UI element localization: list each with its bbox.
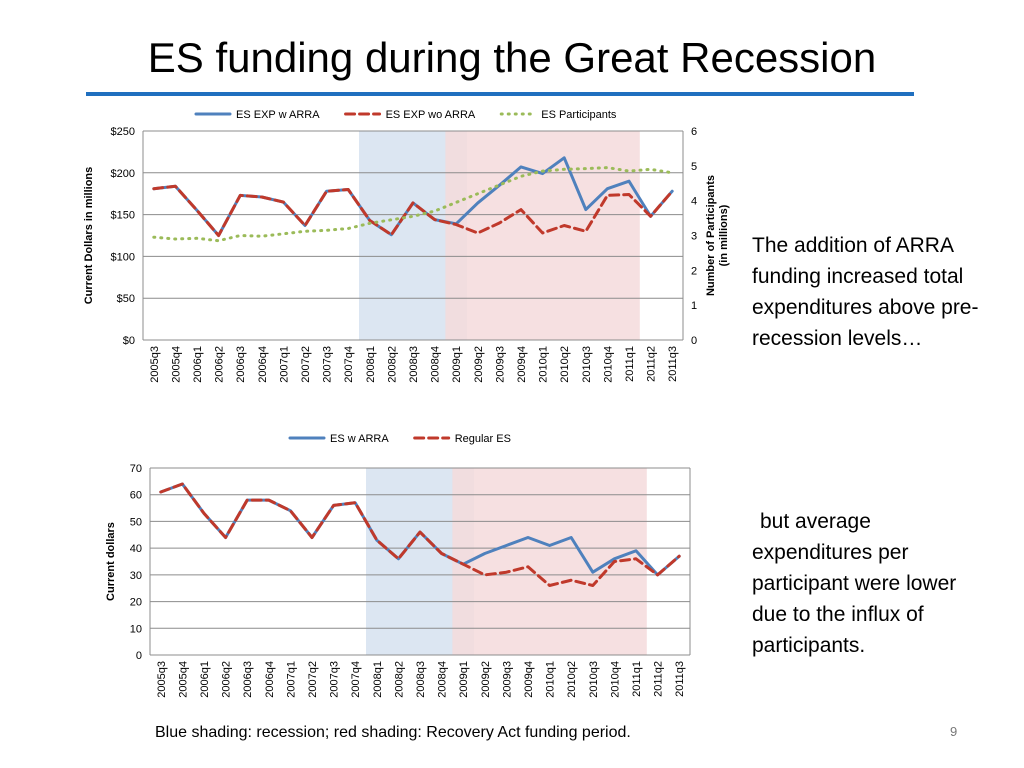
series-line-2: [152, 166, 674, 243]
x-tick-label: 2008q4: [430, 346, 442, 383]
x-tick-label: 2009q3: [501, 661, 513, 698]
x-tick-label: 2011q2: [653, 661, 665, 697]
series-line-1: [152, 184, 674, 237]
x-tick-label: 2005q3: [156, 661, 168, 698]
arra-shading: [445, 131, 640, 340]
x-tick-label: 2008q3: [408, 346, 420, 383]
y-tick-label: $250: [111, 126, 135, 138]
x-tick-label: 2006q2: [221, 661, 233, 698]
note-total-expenditures: The addition of ARRA funding increased t…: [752, 234, 979, 350]
x-tick-label: 2009q2: [473, 346, 485, 383]
x-tick-label: 2008q4: [437, 661, 449, 698]
x-tick-label: 2009q4: [516, 346, 528, 383]
y-tick-label: 50: [130, 516, 142, 528]
x-tick-label: 2007q3: [322, 346, 334, 383]
y-axis-title: Current Dollars in millions: [83, 167, 95, 305]
x-tick-label: 2009q4: [523, 661, 535, 698]
x-tick-label: 2007q2: [300, 346, 312, 383]
x-tick-label: 2010q2: [566, 661, 578, 698]
x-tick-label: 2006q1: [192, 346, 204, 383]
y-tick-label: $100: [111, 251, 135, 263]
title-rule: [86, 92, 914, 96]
x-tick-label: 2009q2: [480, 661, 492, 698]
per-participant-chart: 0 10 20 30 40 50 60 70 2005q3 2005q4 2006q1 2006q2 2…: [105, 433, 691, 698]
x-tick-label: 2008q2: [393, 661, 405, 698]
y-axis-title: Current dollars: [105, 522, 117, 601]
y2-tick-label: 2: [691, 265, 697, 277]
legend-label-1: ES EXP wo ARRA: [386, 109, 476, 121]
legend-label-1: Regular ES: [455, 433, 511, 445]
series-line-1: [159, 482, 681, 587]
x-tick-label: 2006q3: [242, 661, 254, 698]
x-tick-label: 2008q1: [365, 346, 377, 383]
slide-caption: Blue shading: recession; red shading: Re…: [155, 724, 631, 741]
y2-axis-title: Number of Participants(in millions): [705, 175, 730, 296]
y-tick-label: 40: [130, 543, 142, 555]
y-tick-label: 10: [130, 623, 142, 635]
x-tick-label: 2008q3: [415, 661, 427, 698]
legend-label-0: ES w ARRA: [330, 433, 389, 445]
x-tick-label: 2011q3: [667, 346, 679, 382]
x-tick-label: 2006q3: [235, 346, 247, 383]
x-tick-label: 2006q1: [199, 661, 211, 698]
x-tick-label: 2010q2: [559, 346, 571, 383]
y-tick-label: 0: [136, 650, 142, 662]
x-tick-label: 2007q1: [285, 661, 297, 698]
x-tick-label: 2009q3: [494, 346, 506, 383]
y2-axis-title-line: Number of Participants: [705, 175, 717, 296]
y2-tick-label: 5: [691, 161, 697, 173]
y2-tick-label: 1: [691, 300, 697, 312]
y2-axis-title-line: (in millions): [718, 204, 730, 266]
x-tick-label: 2009q1: [458, 661, 470, 698]
y-tick-label: 60: [130, 490, 142, 502]
x-tick-label: 2008q1: [372, 661, 384, 698]
x-tick-label: 2010q1: [538, 346, 550, 383]
x-tick-label: 2007q2: [307, 661, 319, 698]
y-tick-label: 30: [130, 570, 142, 582]
slide-title: ES funding during the Great Recession: [147, 34, 877, 81]
y2-tick-label: 6: [691, 126, 697, 138]
y2-tick-label: 4: [691, 196, 697, 208]
x-tick-label: 2011q1: [624, 346, 636, 382]
x-tick-label: 2006q2: [214, 346, 226, 383]
expenditures-chart: $0 $50 $100 $150 $200 $250 0 1 2 3 4 5 6 2005q3 2005q4…: [83, 109, 730, 383]
x-tick-label: 2006q4: [257, 346, 269, 383]
y-tick-label: $0: [123, 335, 135, 347]
x-tick-label: 2007q4: [350, 661, 362, 698]
legend-label-0: ES EXP w ARRA: [236, 109, 320, 121]
x-tick-label: 2005q4: [170, 346, 182, 383]
slide-number: 9: [950, 724, 958, 739]
x-tick-label: 2007q1: [278, 346, 290, 383]
x-tick-label: 2009q1: [451, 346, 463, 383]
note-average-expenditures: but average expenditures per participant…: [752, 510, 957, 657]
x-tick-label: 2006q4: [264, 661, 276, 698]
y-tick-label: $200: [111, 168, 135, 180]
x-tick-label: 2010q4: [609, 661, 621, 698]
x-tick-label: 2011q1: [631, 661, 643, 697]
x-tick-label: 2007q3: [329, 661, 341, 698]
y-tick-label: 70: [130, 463, 142, 475]
x-tick-label: 2010q1: [545, 661, 557, 698]
x-tick-label: 2008q2: [386, 346, 398, 383]
x-tick-label: 2010q3: [588, 661, 600, 698]
x-tick-label: 2011q2: [646, 346, 658, 382]
x-tick-label: 2010q3: [581, 346, 593, 383]
y-tick-label: $50: [117, 293, 135, 305]
legend-label-2: ES Participants: [541, 109, 617, 121]
y-tick-label: 20: [130, 597, 142, 609]
x-tick-label: 2010q4: [602, 346, 614, 383]
y2-tick-label: 3: [691, 231, 697, 243]
x-tick-label: 2005q4: [177, 661, 189, 698]
x-tick-label: 2007q4: [343, 346, 355, 383]
x-tick-label: 2011q3: [674, 661, 686, 697]
arra-shading: [452, 468, 647, 655]
x-tick-label: 2005q3: [149, 346, 161, 383]
y-tick-label: $150: [111, 210, 135, 222]
y2-tick-label: 0: [691, 335, 697, 347]
